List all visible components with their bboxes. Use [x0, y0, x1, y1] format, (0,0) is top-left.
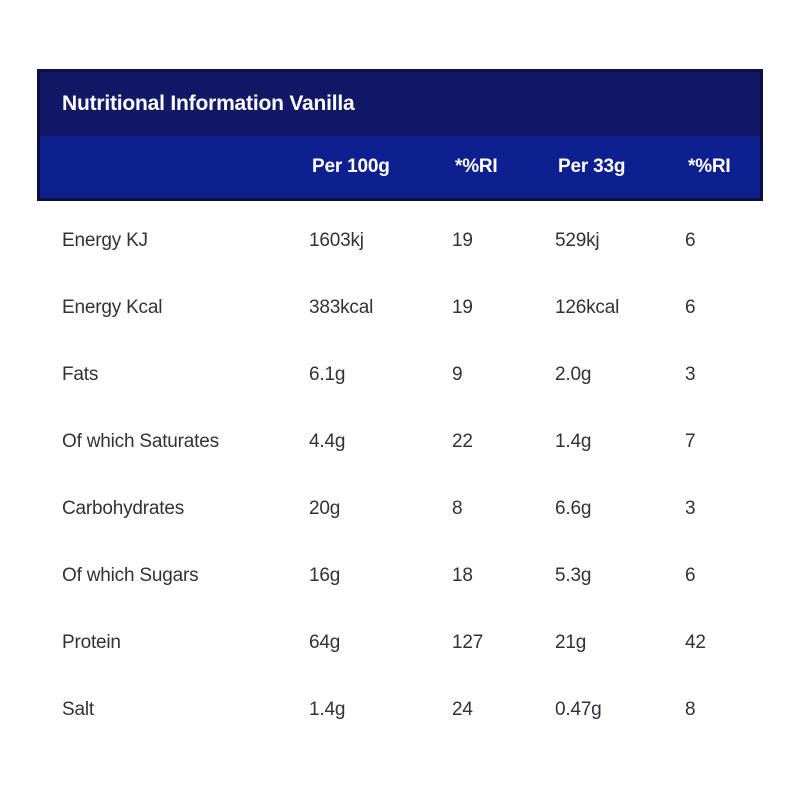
column-header-ri-33: *%RI [688, 156, 731, 177]
value-ri-33: 6 [685, 229, 696, 251]
value-per33g: 2.0g [555, 363, 592, 385]
value-ri-33: 6 [685, 296, 696, 318]
value-per100g: 4.4g [309, 430, 346, 452]
value-per100g: 6.1g [309, 363, 346, 385]
row-label: Of which Saturates [62, 430, 219, 452]
value-per33g: 529kj [555, 229, 600, 251]
row-label: Of which Sugars [62, 564, 199, 586]
table-row: Energy KJ 1603kj 19 529kj 6 [37, 207, 763, 274]
table-header-block: Nutritional Information Vanilla Per 100g… [37, 69, 763, 201]
table-row: Of which Sugars 16g 18 5.3g 6 [37, 542, 763, 609]
table-body: Energy KJ 1603kj 19 529kj 6 Energy Kcal … [37, 201, 763, 743]
value-per33g: 21g [555, 631, 587, 653]
value-ri-100: 18 [452, 564, 473, 586]
table-title: Nutritional Information Vanilla [62, 92, 355, 115]
column-header-per33g: Per 33g [558, 156, 626, 177]
column-header-row: Per 100g *%RI Per 33g *%RI [40, 136, 760, 198]
table-row: Of which Saturates 4.4g 22 1.4g 7 [37, 408, 763, 475]
row-label: Energy KJ [62, 229, 148, 251]
table-row: Fats 6.1g 9 2.0g 3 [37, 341, 763, 408]
row-label: Salt [62, 698, 94, 720]
value-ri-33: 42 [685, 631, 706, 653]
table-row: Protein 64g 127 21g 42 [37, 609, 763, 676]
table-row: Energy Kcal 383kcal 19 126kcal 6 [37, 274, 763, 341]
value-ri-33: 8 [685, 698, 696, 720]
value-per33g: 0.47g [555, 698, 602, 720]
value-ri-100: 22 [452, 430, 473, 452]
row-label: Energy Kcal [62, 296, 163, 318]
column-header-ri-100: *%RI [455, 156, 498, 177]
value-ri-33: 3 [685, 497, 696, 519]
value-ri-100: 24 [452, 698, 473, 720]
row-label: Fats [62, 363, 99, 385]
value-per100g: 64g [309, 631, 341, 653]
value-ri-33: 7 [685, 430, 696, 452]
row-label: Carbohydrates [62, 497, 185, 519]
value-ri-100: 127 [452, 631, 484, 653]
row-label: Protein [62, 631, 121, 653]
value-ri-33: 3 [685, 363, 696, 385]
nutrition-table: Nutritional Information Vanilla Per 100g… [37, 69, 763, 743]
value-per100g: 383kcal [309, 296, 374, 318]
column-header-per100g: Per 100g [312, 156, 390, 177]
value-per100g: 1.4g [309, 698, 346, 720]
value-per33g: 6.6g [555, 497, 592, 519]
value-ri-100: 19 [452, 296, 473, 318]
table-row: Carbohydrates 20g 8 6.6g 3 [37, 475, 763, 542]
value-per100g: 1603kj [309, 229, 364, 251]
value-per33g: 126kcal [555, 296, 620, 318]
value-ri-100: 9 [452, 363, 463, 385]
table-title-bar: Nutritional Information Vanilla [40, 72, 760, 136]
table-row: Salt 1.4g 24 0.47g 8 [37, 676, 763, 743]
value-ri-100: 19 [452, 229, 473, 251]
value-per33g: 5.3g [555, 564, 592, 586]
value-ri-33: 6 [685, 564, 696, 586]
value-per33g: 1.4g [555, 430, 592, 452]
value-ri-100: 8 [452, 497, 463, 519]
value-per100g: 20g [309, 497, 341, 519]
value-per100g: 16g [309, 564, 341, 586]
